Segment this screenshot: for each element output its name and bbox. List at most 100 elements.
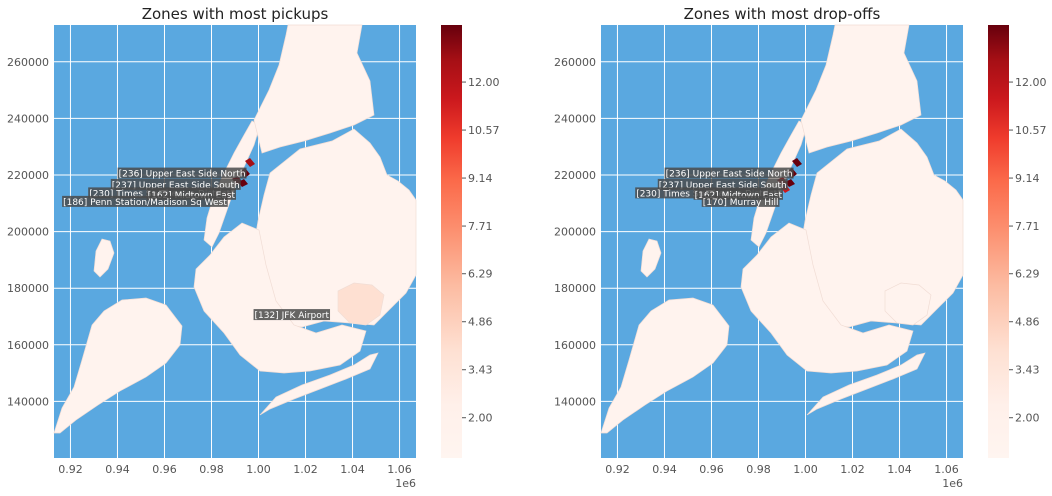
zone-annotation: [162] Midtown East [146, 188, 236, 201]
zone-annotations: [236] Upper East Side North[237] Upper E… [635, 167, 794, 208]
colorbar-tick-label: 12.00 [468, 76, 500, 89]
y-tick-label: 200000 [7, 226, 49, 239]
y-tick-label: 160000 [554, 339, 596, 352]
x-tick-label: 1.04 [887, 463, 912, 476]
y-tick-label: 180000 [554, 282, 596, 295]
pickups-panel: Zones with most pickups [7, 5, 500, 490]
x-tick-label: 0.92 [58, 463, 83, 476]
colorbar [441, 25, 462, 458]
zone-annotation: [162] Midtown East [693, 188, 783, 201]
annotation-label: [162] Midtown East [695, 191, 783, 201]
colorbar-tick-label: 6.29 [1015, 268, 1040, 281]
annotation-background [62, 195, 228, 207]
y-tick-label: 240000 [7, 112, 49, 125]
annotation-label: [236] Upper East Side North [119, 170, 246, 180]
y-tick-label: 260000 [554, 56, 596, 69]
zone-annotation: [237] Upper East Side South [657, 178, 788, 191]
x-tick-label: 0.98 [199, 463, 224, 476]
borough-map [53, 24, 417, 434]
x-axis-ticks: 0.92 0.94 0.96 0.98 1.00 1.02 1.04 1.06 [58, 463, 412, 476]
annotation-background [146, 188, 236, 200]
y-tick-label: 220000 [7, 169, 49, 182]
colorbar-tick-label: 12.00 [1015, 76, 1047, 89]
annotation-background [117, 167, 247, 179]
annotation-background [253, 309, 331, 321]
colorbar-tick-label: 9.14 [1015, 172, 1040, 185]
colorbar-tick-label: 9.14 [468, 172, 493, 185]
small-island-shape [640, 238, 662, 278]
zone-annotation: [186] Penn Station/Madison Sq West [62, 195, 228, 208]
y-tick-label: 160000 [7, 339, 49, 352]
y-tick-label: 200000 [554, 226, 596, 239]
staten-island-shape [600, 297, 730, 434]
small-island-shape [93, 238, 115, 278]
zone-236 [792, 158, 802, 167]
colorbar-tick-label: 2.00 [468, 412, 493, 425]
x-tick-label: 1.02 [840, 463, 865, 476]
colorbar-tick-label: 7.71 [1015, 220, 1040, 233]
x-tick-label: 1.00 [793, 463, 818, 476]
annotation-label: [186] Penn Station/Madison Sq West [63, 198, 227, 208]
annotation-label: [237] Upper East Side South [112, 181, 240, 191]
x-tick-label: 0.94 [652, 463, 677, 476]
chart-title: Zones with most pickups [142, 5, 329, 23]
y-tick-label: 260000 [7, 56, 49, 69]
colorbar-tick-label: 4.86 [1015, 316, 1040, 329]
colorbar-tick-label: 6.29 [468, 268, 493, 281]
zone-236 [245, 158, 255, 167]
colorbar-tick-label: 3.43 [468, 364, 493, 377]
x-axis-ticks: 0.92 0.94 0.96 0.98 1.00 1.02 1.04 1.06 [605, 463, 959, 476]
annotation-label: [237] Upper East Side South [659, 181, 787, 191]
bronx-shape [253, 24, 375, 154]
annotation-background [693, 188, 783, 200]
x-offset-label: 1e6 [942, 477, 963, 490]
y-tick-label: 180000 [7, 282, 49, 295]
zone-annotation: [132] JFK Airport [253, 309, 331, 321]
annotation-background [657, 178, 788, 190]
annotation-background [110, 178, 241, 190]
staten-island-shape [53, 297, 183, 434]
x-tick-label: 0.92 [605, 463, 630, 476]
colorbar-ticks: 2.00 3.43 4.86 6.29 7.71 9.14 10.57 12.00 [462, 76, 500, 425]
x-tick-label: 0.96 [152, 463, 177, 476]
x-tick-label: 1.00 [246, 463, 271, 476]
zone-annotation: [236] Upper East Side North [117, 167, 247, 180]
y-tick-label: 140000 [554, 395, 596, 408]
colorbar-tick-label: 4.86 [468, 316, 493, 329]
dropoffs-panel: Zones with most drop-offs [236] Upper Ea… [554, 5, 1047, 490]
annotation-label: [170] Murray Hill [703, 198, 779, 208]
y-tick-label: 140000 [7, 395, 49, 408]
x-tick-label: 0.98 [746, 463, 771, 476]
colorbar-tick-label: 7.71 [468, 220, 493, 233]
zone-annotations: [236] Upper East Side North[237] Upper E… [62, 167, 331, 321]
annotation-label: [132] JFK Airport [255, 311, 330, 321]
rockaway-shape [806, 352, 926, 416]
annotation-label: [236] Upper East Side North [666, 170, 793, 180]
annotation-background [664, 167, 794, 179]
x-tick-label: 0.94 [105, 463, 130, 476]
x-tick-label: 1.02 [293, 463, 318, 476]
annotation-label: [162] Midtown East [148, 191, 236, 201]
chart-title: Zones with most drop-offs [684, 5, 881, 23]
jfk-airport-zone [884, 282, 932, 326]
y-tick-label: 220000 [554, 169, 596, 182]
colorbar-tick-label: 10.57 [468, 124, 500, 137]
zone-annotation: [170] Murray Hill [701, 195, 780, 208]
zone-annotation: [237] Upper East Side South [110, 178, 241, 191]
x-tick-label: 1.06 [934, 463, 959, 476]
colorbar-tick-label: 10.57 [1015, 124, 1047, 137]
brooklyn-shape [740, 222, 914, 374]
x-tick-label: 0.96 [699, 463, 724, 476]
brooklyn-shape [193, 222, 367, 374]
zone-annotation: [236] Upper East Side North [664, 167, 794, 180]
bronx-shape [800, 24, 922, 154]
x-offset-label: 1e6 [395, 477, 416, 490]
y-tick-label: 240000 [554, 112, 596, 125]
colorbar-ticks: 2.00 3.43 4.86 6.29 7.71 9.14 10.57 12.00 [1009, 76, 1047, 425]
y-axis-ticks: 140000 160000 180000 200000 220000 240000 2600… [554, 56, 596, 409]
y-axis-ticks: 140000 160000 180000 200000 220000 240000 2600… [7, 56, 49, 409]
colorbar-tick-label: 2.00 [1015, 412, 1040, 425]
x-tick-label: 1.06 [387, 463, 412, 476]
x-tick-label: 1.04 [340, 463, 365, 476]
